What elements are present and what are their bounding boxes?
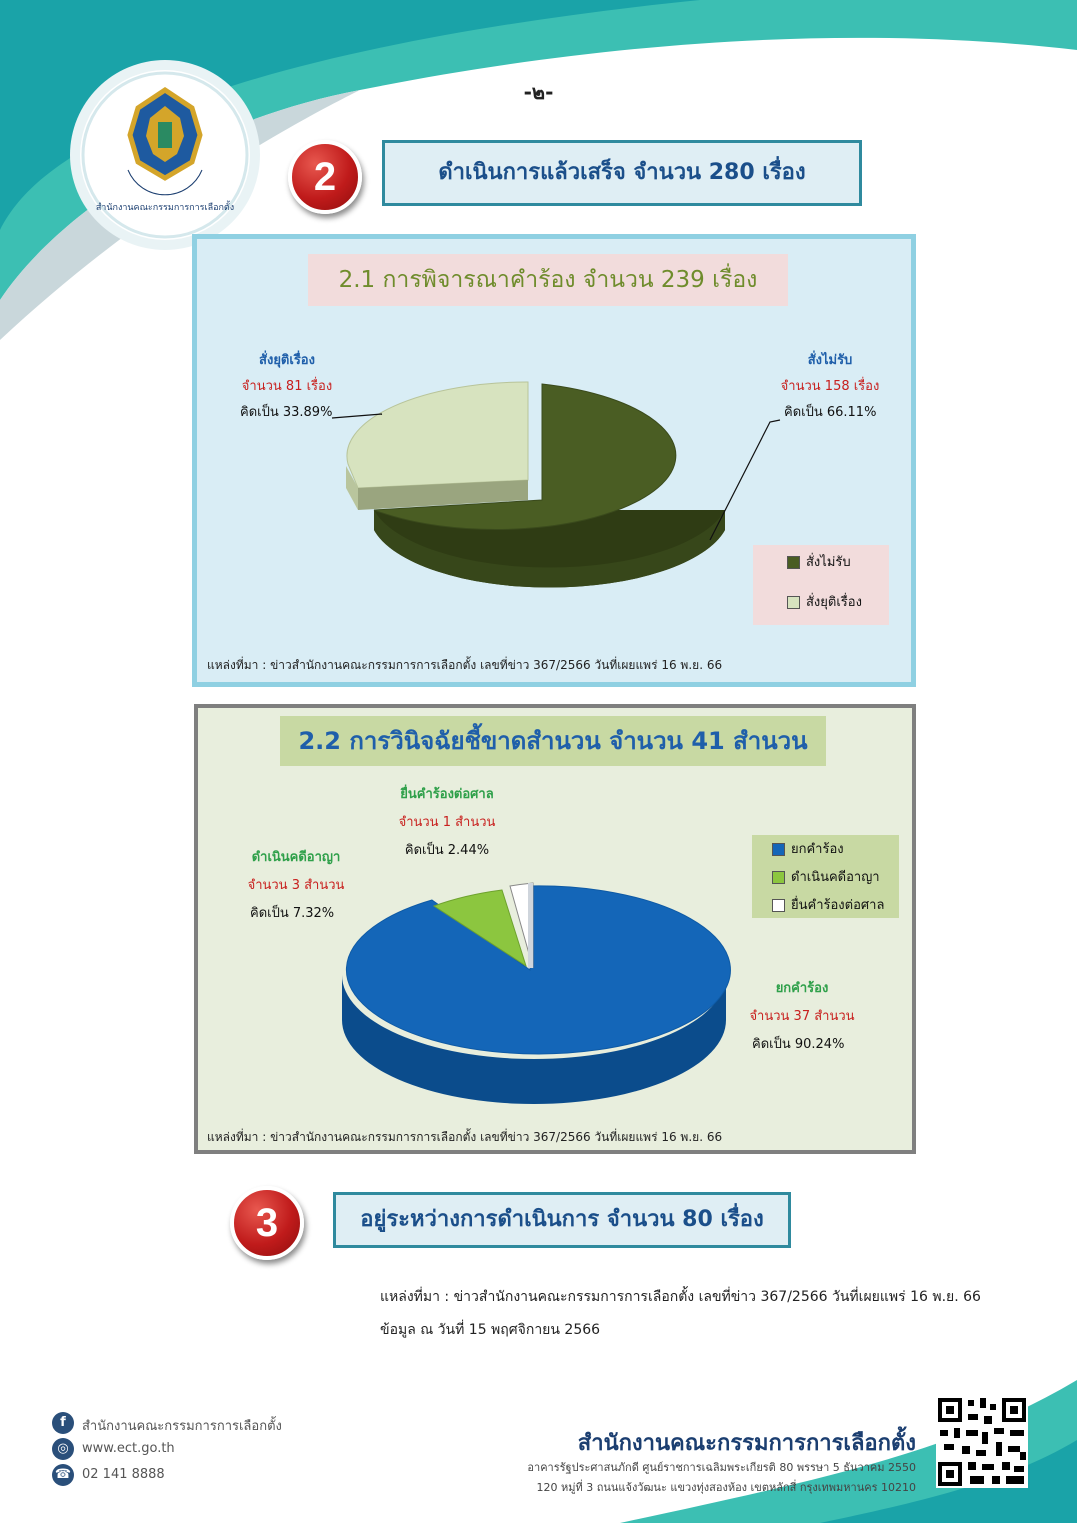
- chart-2-legend-label-criminal: ดำเนินคดีอาญา: [791, 870, 880, 885]
- pie2-slice-criminal: [432, 889, 527, 968]
- chart-2-legend-label-dismiss: ยกคำร้อง: [791, 842, 844, 857]
- logo-text: สำนักงานคณะกรรมการการเลือกตั้ง: [96, 200, 234, 213]
- chart-2-legend-item-dismiss: ยกคำร้อง: [772, 837, 899, 863]
- bottom-source: แหล่งที่มา : ข่าวสำนักงานคณะกรรมการการเล…: [380, 1289, 981, 1305]
- ect-logo: สำนักงานคณะกรรมการการเลือกตั้ง: [80, 70, 250, 240]
- chart-1-title: 2.1 การพิจารณาคำร้อง จำนวน 239 เรื่อง: [308, 254, 788, 306]
- chart-2-label-criminal-count: จำนวน 3 สำนวน: [247, 878, 345, 893]
- chart-1-legend-item-stop: สั่งยุติเรื่อง: [787, 590, 889, 616]
- pie1-slice-reject: [373, 383, 677, 531]
- legend-swatch-court-icon: [772, 899, 785, 912]
- chart-1-label-reject-name: สั่งไม่รับ: [807, 353, 853, 368]
- section-2-badge: 2: [288, 140, 362, 214]
- globe-icon[interactable]: ◎: [52, 1438, 74, 1460]
- chart-1-label-stop-name: สั่งยุติเรื่อง: [259, 353, 315, 368]
- chart-1-pie: [346, 381, 725, 588]
- chart-1-legend: สั่งไม่รับ สั่งยุติเรื่อง: [753, 545, 889, 625]
- chart-2-label-dismiss-name: ยกคำร้อง: [775, 981, 829, 996]
- emblem-icon: สำนักงานคณะกรรมการการเลือกตั้ง: [81, 71, 249, 239]
- chart-1-label-stop-pct: คิดเป็น 33.89%: [240, 405, 333, 420]
- footer-address-2: 120 หมู่ที่ 3 ถนนแจ้งวัฒนะ แขวงทุ่งสองห้…: [536, 1481, 916, 1494]
- bottom-as-of: ข้อมูล ณ วันที่ 15 พฤศจิกายน 2566: [380, 1322, 601, 1338]
- pie2-slice-dismiss: [345, 885, 731, 1055]
- chart-2-label-court-count: จำนวน 1 สำนวน: [398, 815, 496, 830]
- footer-org-name: สำนักงานคณะกรรมการการเลือกตั้ง: [577, 1431, 916, 1456]
- chart-1-label-reject-pct: คิดเป็น 66.11%: [784, 405, 877, 420]
- qr-code-icon[interactable]: [936, 1396, 1028, 1488]
- page-number: -๒-: [523, 80, 554, 104]
- chart-1-legend-label-stop: สั่งยุติเรื่อง: [806, 595, 862, 610]
- chart-2-label-criminal-pct: คิดเป็น 7.32%: [250, 906, 335, 921]
- chart-2-label-court-pct: คิดเป็น 2.44%: [404, 843, 490, 858]
- section-2-title: ดำเนินการแล้วเสร็จ จำนวน 280 เรื่อง: [382, 140, 862, 206]
- chart-2-label-dismiss-count: จำนวน 37 สำนวน: [749, 1009, 855, 1024]
- chart-2-label-dismiss: ยกคำร้อง จำนวน 37 สำนวน คิดเป็น 90.24%: [742, 976, 862, 1058]
- chart-1-label-stop-count: จำนวน 81 เรื่อง: [241, 379, 333, 394]
- chart-2-source: แหล่งที่มา : ข่าวสำนักงานคณะกรรมการการเล…: [207, 1130, 723, 1144]
- chart-2-label-criminal-name: ดำเนินคดีอาญา: [251, 850, 341, 865]
- chart-1-legend-item-reject: สั่งไม่รับ: [787, 550, 889, 576]
- section-3-badge: 3: [230, 1186, 304, 1260]
- legend-swatch-criminal-icon: [772, 871, 785, 884]
- chart-2-title: 2.2 การวินิจฉัยชี้ขาดสำนวน จำนวน 41 สำนว…: [280, 716, 826, 766]
- chart-2-pie: [342, 882, 731, 1104]
- chart-1-legend-label-reject: สั่งไม่รับ: [806, 555, 851, 570]
- footer-phone[interactable]: 02 141 8888: [82, 1467, 165, 1482]
- chart-1-label-reject: สั่งไม่รับ จำนวน 158 เรื่อง คิดเป็น 66.1…: [774, 348, 886, 426]
- chart-1-label-reject-count: จำนวน 158 เรื่อง: [780, 379, 880, 394]
- footer-website[interactable]: www.ect.go.th: [82, 1441, 175, 1456]
- chart-1-label-stop: สั่งยุติเรื่อง จำนวน 81 เรื่อง คิดเป็น 3…: [232, 348, 342, 426]
- chart-2-legend-item-court: ยื่นคำร้องต่อศาล: [772, 893, 899, 919]
- chart-2-label-court-name: ยื่นคำร้องต่อศาล: [400, 787, 494, 802]
- chart-2-label-criminal: ดำเนินคดีอาญา จำนวน 3 สำนวน คิดเป็น 7.32…: [240, 845, 352, 927]
- facebook-icon[interactable]: f: [52, 1412, 74, 1434]
- chart-2-label-court: ยื่นคำร้องต่อศาล จำนวน 1 สำนวน คิดเป็น 2…: [382, 782, 512, 864]
- footer-address-1: อาคารรัฐประศาสนภักดี ศูนย์ราชการเฉลิมพระ…: [527, 1461, 916, 1474]
- legend-swatch-reject-icon: [787, 556, 800, 569]
- chart-2-legend-item-criminal: ดำเนินคดีอาญา: [772, 865, 899, 891]
- legend-swatch-stop-icon: [787, 596, 800, 609]
- footer-facebook[interactable]: สำนักงานคณะกรรมการการเลือกตั้ง: [82, 1419, 282, 1434]
- section-3-title: อยู่ระหว่างการดำเนินการ จำนวน 80 เรื่อง: [333, 1192, 791, 1248]
- chart-2-label-dismiss-pct: คิดเป็น 90.24%: [752, 1037, 845, 1052]
- chart-1-source: แหล่งที่มา : ข่าวสำนักงานคณะกรรมการการเล…: [207, 658, 723, 672]
- phone-icon[interactable]: ☎: [52, 1464, 74, 1486]
- pie1-slice-stop: [346, 381, 529, 489]
- legend-swatch-dismiss-icon: [772, 843, 785, 856]
- chart-2-legend: ยกคำร้อง ดำเนินคดีอาญา ยื่นคำร้องต่อศาล: [752, 835, 899, 918]
- chart-2-legend-label-court: ยื่นคำร้องต่อศาล: [791, 898, 885, 913]
